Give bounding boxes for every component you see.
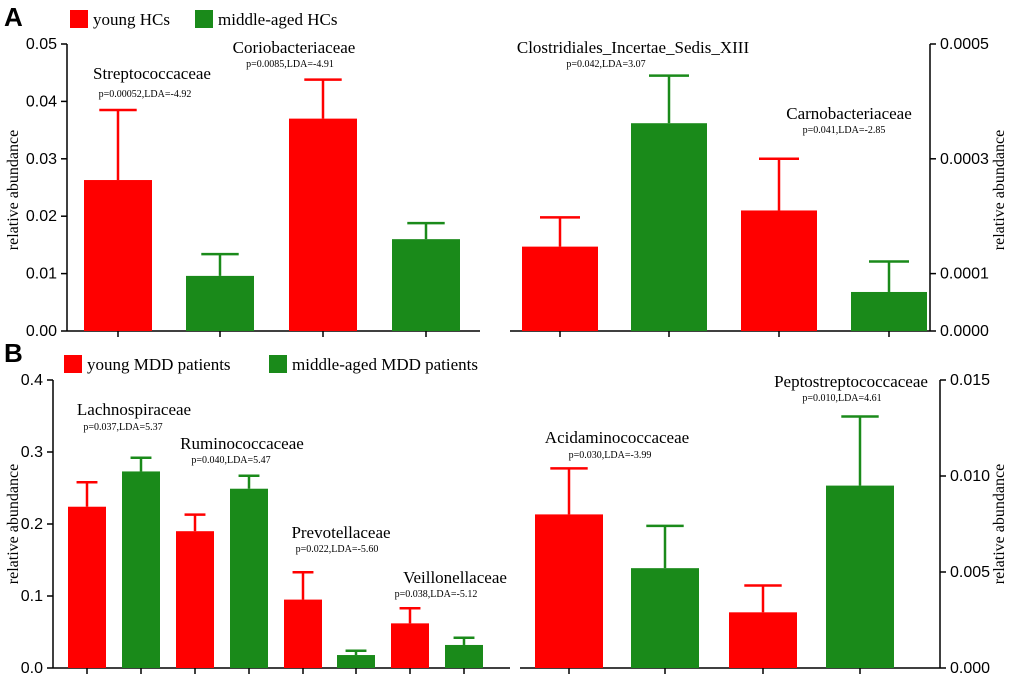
- b-left-y-tick-label: 0.0: [21, 660, 43, 677]
- panel-letter-a: A: [4, 2, 23, 32]
- family-label-veillonellaceae: Veillonellaceae: [403, 568, 507, 587]
- legend-b-young-label: young MDD patients: [87, 355, 231, 374]
- a-right-bar-young: [522, 246, 598, 331]
- legend-b: young MDD patients middle-aged MDD patie…: [64, 355, 478, 374]
- a-right-y-axis-title: relative abundance: [991, 130, 1008, 250]
- a-left-y-tick-label: 0.01: [26, 266, 57, 283]
- b-left-bar-young: [176, 531, 214, 668]
- a-left-y-axis-title: relative abundance: [5, 130, 22, 250]
- legend-a-young-swatch: [70, 10, 88, 28]
- family-stats-veillonellaceae: p=0.038,LDA=-5.12: [395, 589, 478, 600]
- legend-b-middle-label: middle-aged MDD patients: [292, 355, 478, 374]
- b-right-bar-middle: [631, 568, 699, 668]
- a-left-y-tick-label: 0.03: [26, 151, 57, 168]
- panel-letter-b: B: [4, 338, 23, 368]
- b-right-y-axis-title: relative abundance: [991, 464, 1008, 584]
- legend-b-middle-swatch: [269, 355, 287, 373]
- b-right-bar-middle: [826, 485, 894, 668]
- a-right-y-tick-label: 0.0003: [940, 151, 989, 168]
- b-right-bar-young: [535, 514, 603, 668]
- a-right-y-tick-label: 0.0005: [940, 36, 989, 53]
- family-label-lachnospiraceae: Lachnospiraceae: [77, 400, 191, 419]
- family-stats-acidaminococcaceae: p=0.030,LDA=-3.99: [569, 450, 652, 461]
- a-right-bar-middle: [631, 123, 707, 331]
- legend-a-middle-label: middle-aged HCs: [218, 10, 337, 29]
- b-left-bar-middle: [337, 655, 375, 668]
- b-left-y-tick-label: 0.4: [21, 372, 43, 389]
- plot-a-right: 0.0000 0.0001 0.0003 0.0005: [510, 36, 989, 340]
- legend-a: young HCs middle-aged HCs: [70, 10, 337, 29]
- b-right-y-tick-label: 0.015: [950, 372, 990, 389]
- b-left-bar-young: [391, 623, 429, 668]
- family-stats-prevotellaceae: p=0.022,LDA=-5.60: [296, 544, 379, 555]
- b-left-bar-middle: [445, 644, 483, 668]
- plot-a-left: 0.00 0.01 0.02 0.03 0.04 0.05: [26, 36, 480, 340]
- b-right-y-tick-label: 0.005: [950, 564, 990, 581]
- family-label-clostridiales: Clostridiales_Incertae_Sedis_XIII: [517, 38, 750, 57]
- b-right-bar-young: [729, 612, 797, 668]
- a-left-bar-young: [84, 180, 152, 331]
- a-left-y-tick-label: 0.04: [26, 93, 57, 110]
- a-right-bar-young: [741, 210, 817, 331]
- a-right-bar-middle: [851, 291, 927, 331]
- plot-b-left: 0.0 0.1 0.2 0.3 0.4: [21, 372, 510, 677]
- a-left-y-tick-label: 0.00: [26, 323, 57, 340]
- family-label-prevotellaceae: Prevotellaceae: [291, 523, 390, 542]
- b-left-bar-middle: [230, 488, 268, 668]
- family-label-coriobacteriaceae: Coriobacteriaceae: [233, 38, 356, 57]
- family-label-streptococcaceae: Streptococcaceae: [93, 64, 211, 83]
- family-label-ruminococcaceae: Ruminococcaceae: [180, 434, 304, 453]
- legend-a-middle-swatch: [195, 10, 213, 28]
- family-label-peptostreptococcaceae: Peptostreptococcaceae: [774, 372, 928, 391]
- a-left-bar-middle: [186, 275, 254, 331]
- plot-b-right: 0.000 0.005 0.010 0.015: [520, 372, 990, 677]
- legend-b-young-swatch: [64, 355, 82, 373]
- a-left-bar-middle: [392, 239, 460, 331]
- a-right-y-tick-label: 0.0001: [940, 266, 989, 283]
- family-stats-carnobacteriaceae: p=0.041,LDA=-2.85: [803, 125, 886, 136]
- legend-a-young-label: young HCs: [93, 10, 170, 29]
- family-stats-ruminococcaceae: p=0.040,LDA=5.47: [191, 455, 270, 466]
- b-left-bar-young: [284, 599, 322, 668]
- b-right-y-tick-label: 0.010: [950, 468, 990, 485]
- a-left-y-tick-label: 0.05: [26, 36, 57, 53]
- b-left-y-axis-title: relative abundance: [5, 464, 22, 584]
- b-left-y-tick-label: 0.1: [21, 588, 43, 605]
- family-stats-peptostreptococcaceae: p=0.010,LDA=4.61: [802, 393, 881, 404]
- b-left-bar-young: [68, 506, 106, 668]
- b-left-y-tick-label: 0.2: [21, 516, 43, 533]
- family-stats-coriobacteriaceae: p=0.0085,LDA=-4.91: [246, 59, 334, 70]
- b-left-y-tick-label: 0.3: [21, 444, 43, 461]
- a-left-y-tick-label: 0.02: [26, 208, 57, 225]
- family-stats-lachnospiraceae: p=0.037,LDA=5.37: [83, 422, 162, 433]
- a-left-bar-young: [289, 118, 357, 332]
- family-stats-streptococcaceae: p=0.00052,LDA=-4.92: [99, 89, 192, 100]
- b-right-y-tick-label: 0.000: [950, 660, 990, 677]
- a-right-y-tick-label: 0.0000: [940, 323, 989, 340]
- b-left-bar-middle: [122, 471, 160, 668]
- family-stats-clostridiales: p=0.042,LDA=3.07: [566, 59, 645, 70]
- family-label-carnobacteriaceae: Carnobacteriaceae: [786, 104, 912, 123]
- family-label-acidaminococcaceae: Acidaminococcaceae: [545, 428, 689, 447]
